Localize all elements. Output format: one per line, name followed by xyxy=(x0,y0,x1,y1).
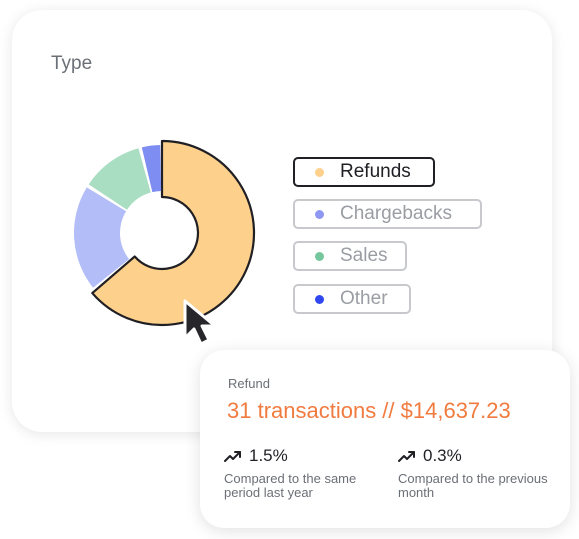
stat-month-desc: Compared to the previous month xyxy=(398,471,548,500)
trend-up-icon xyxy=(224,451,241,462)
donut-slice-sales[interactable] xyxy=(88,148,151,210)
donut-chart[interactable] xyxy=(62,133,262,333)
legend-label-other: Other xyxy=(340,288,388,309)
legend-label-refunds: Refunds xyxy=(340,161,411,182)
legend-item-other[interactable]: Other xyxy=(293,284,411,314)
donut-slice-other[interactable] xyxy=(141,145,162,193)
legend-item-sales[interactable]: Sales xyxy=(293,241,407,271)
legend-dot-refunds xyxy=(315,167,324,177)
stat-year-pct: 1.5% xyxy=(249,446,288,465)
card-title: Type xyxy=(51,53,93,74)
donut-slice-chargebacks[interactable] xyxy=(74,187,130,288)
donut-slice-refunds[interactable] xyxy=(91,139,256,327)
trend-up-icon xyxy=(398,451,415,462)
legend-label-chargebacks: Chargebacks xyxy=(340,203,452,224)
stat-year: 1.5% Compared to the same period last ye… xyxy=(224,446,384,500)
legend-dot-chargebacks xyxy=(315,209,324,219)
stat-month-pct: 0.3% xyxy=(423,446,462,465)
tooltip-label: Refund xyxy=(228,376,270,391)
legend-item-refunds[interactable]: Refunds xyxy=(293,157,435,187)
legend-label-sales: Sales xyxy=(340,245,388,266)
stat-month: 0.3% Compared to the previous month xyxy=(398,446,558,500)
tooltip-value: 31 transactions // $14,637.23 xyxy=(227,398,511,423)
refund-tooltip: Refund 31 transactions // $14,637.23 1.5… xyxy=(200,350,570,528)
mouse-cursor-icon xyxy=(183,299,217,346)
legend-dot-sales xyxy=(315,251,324,261)
stat-year-desc: Compared to the same period last year xyxy=(224,471,357,500)
legend-item-chargebacks[interactable]: Chargebacks xyxy=(293,199,482,229)
legend-dot-other xyxy=(315,294,324,304)
